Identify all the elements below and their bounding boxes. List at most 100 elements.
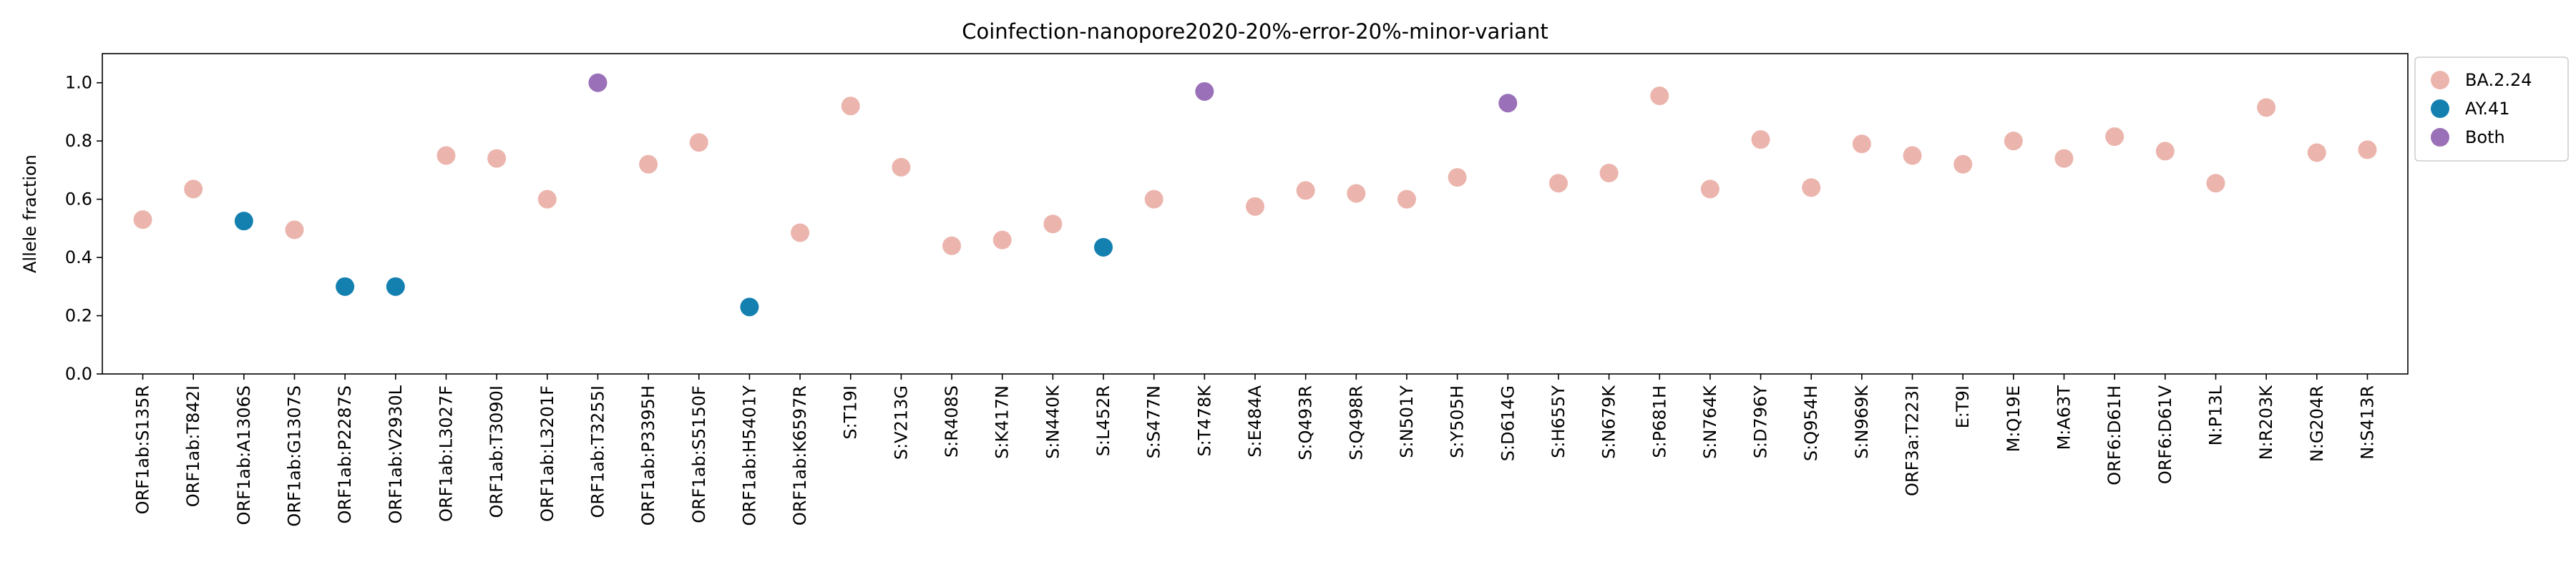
- x-tick-label: ORF1ab:G1307S: [285, 385, 305, 527]
- legend-marker: [2431, 99, 2449, 118]
- x-tick-label: S:T478K: [1194, 385, 1214, 457]
- data-point: [892, 157, 911, 177]
- data-point: [689, 133, 708, 152]
- data-point: [1953, 154, 1973, 174]
- data-point: [1094, 237, 1113, 257]
- x-tick-label: ORF1ab:K6597R: [790, 385, 810, 526]
- x-tick-label: ORF1ab:V2930L: [386, 385, 406, 523]
- data-point: [1802, 178, 1821, 197]
- data-point: [1448, 168, 1467, 187]
- x-tick-label: S:N679K: [1599, 385, 1619, 459]
- data-point: [588, 73, 608, 92]
- data-point: [1144, 189, 1163, 209]
- data-point: [2206, 174, 2225, 193]
- x-tick-label: ORF6:D61V: [2155, 385, 2175, 484]
- data-point: [740, 297, 759, 317]
- x-tick-label: ORF1ab:S135R: [133, 385, 153, 514]
- data-point: [386, 277, 405, 296]
- x-tick-label: ORF1ab:P3395H: [638, 385, 658, 526]
- x-tick-label: S:V213G: [891, 385, 911, 460]
- data-point: [1751, 130, 1770, 149]
- data-point: [1700, 179, 1719, 199]
- x-tick-label: ORF1ab:A1306S: [234, 385, 254, 525]
- data-point: [133, 210, 152, 230]
- x-tick-label: M:Q19E: [2004, 385, 2024, 452]
- data-point: [2257, 98, 2276, 117]
- data-point: [1296, 181, 1315, 200]
- x-tick-label: N:P13L: [2206, 385, 2226, 445]
- data-point: [2155, 142, 2175, 161]
- x-tick-label: N:R203K: [2256, 385, 2276, 460]
- y-tick-label: 0.6: [65, 189, 92, 209]
- x-tick-label: S:Q954H: [1801, 385, 1821, 461]
- x-tick-label: S:N501Y: [1397, 385, 1417, 458]
- x-tick-label: S:N969K: [1852, 385, 1872, 459]
- data-point: [537, 189, 557, 209]
- y-tick-label: 0.8: [65, 131, 92, 151]
- x-tick-label: M:A63T: [2054, 385, 2074, 450]
- legend-label: Both: [2465, 127, 2505, 147]
- y-tick-label: 0.0: [65, 364, 92, 384]
- data-point: [1852, 134, 1871, 154]
- legend-box: [2414, 56, 2569, 162]
- data-point: [1246, 197, 1264, 216]
- x-tick-label: S:Q498R: [1346, 385, 1366, 460]
- data-point: [336, 277, 355, 296]
- data-point: [1599, 163, 1619, 182]
- data-point: [2004, 132, 2023, 151]
- data-point: [639, 154, 658, 174]
- data-point: [1903, 146, 1922, 165]
- data-point: [2054, 149, 2074, 168]
- x-tick-label: S:P681H: [1649, 385, 1669, 458]
- legend-marker: [2431, 71, 2449, 89]
- x-tick-label: ORF1ab:T842I: [183, 385, 203, 507]
- x-tick-label: ORF1ab:L3027F: [436, 385, 456, 522]
- data-point: [2105, 127, 2124, 147]
- x-axis: ORF1ab:S135R ORF1ab:T842I ORF1ab:A1306S ORF…: [133, 374, 2377, 527]
- data-point: [1397, 189, 1416, 209]
- y-tick-label: 0.2: [65, 306, 92, 326]
- x-tick-label: S:T19I: [841, 385, 861, 440]
- legend: BA.2.24 AY.41 Both: [2414, 56, 2569, 162]
- y-tick-label: 1.0: [65, 73, 92, 93]
- data-point: [1195, 82, 1214, 101]
- y-axis-label: Allele fraction: [20, 154, 40, 273]
- x-tick-label: S:K417N: [992, 385, 1013, 459]
- data-point: [942, 236, 962, 255]
- legend-label: AY.41: [2465, 99, 2510, 119]
- data-point: [285, 220, 304, 240]
- x-tick-label: S:Y505H: [1448, 385, 1468, 458]
- x-tick-label: S:N764K: [1700, 385, 1720, 459]
- x-tick-label: ORF1ab:S5150F: [689, 385, 709, 523]
- x-tick-label: ORF1ab:T3090I: [487, 385, 507, 518]
- data-point: [2358, 140, 2377, 159]
- data-point: [1548, 174, 1568, 193]
- x-tick-label: S:L452R: [1093, 385, 1113, 456]
- x-tick-label: ORF1ab:T3255I: [587, 385, 608, 518]
- x-tick-label: S:D614G: [1498, 385, 1518, 461]
- x-tick-label: S:R408S: [942, 385, 962, 458]
- data-point: [1043, 214, 1063, 234]
- data-point: [487, 149, 507, 168]
- x-tick-label: S:Q493R: [1296, 385, 1316, 460]
- x-tick-label: S:D796Y: [1751, 385, 1771, 459]
- data-point: [841, 97, 860, 116]
- data-point: [2307, 143, 2326, 162]
- x-tick-label: S:H655Y: [1548, 385, 1568, 458]
- y-tick-label: 0.4: [65, 247, 92, 267]
- x-tick-label: S:S477N: [1144, 385, 1164, 458]
- x-tick-label: S:N440K: [1043, 385, 1063, 459]
- data-point: [791, 223, 810, 242]
- x-tick-label: S:E484A: [1245, 385, 1265, 457]
- data-point: [184, 179, 203, 199]
- x-tick-label: ORF1ab:P2287S: [335, 385, 355, 523]
- x-tick-label: ORF1ab:H5401Y: [739, 385, 759, 526]
- data-points: [133, 73, 2377, 317]
- x-tick-label: ORF1ab:L3201F: [537, 385, 557, 522]
- data-point: [1498, 94, 1518, 113]
- y-axis: 0.0 0.2 0.4 0.6 0.8 1.0: [65, 73, 102, 384]
- x-tick-label: ORF6:D61H: [2104, 385, 2124, 485]
- legend-label: BA.2.24: [2465, 70, 2532, 90]
